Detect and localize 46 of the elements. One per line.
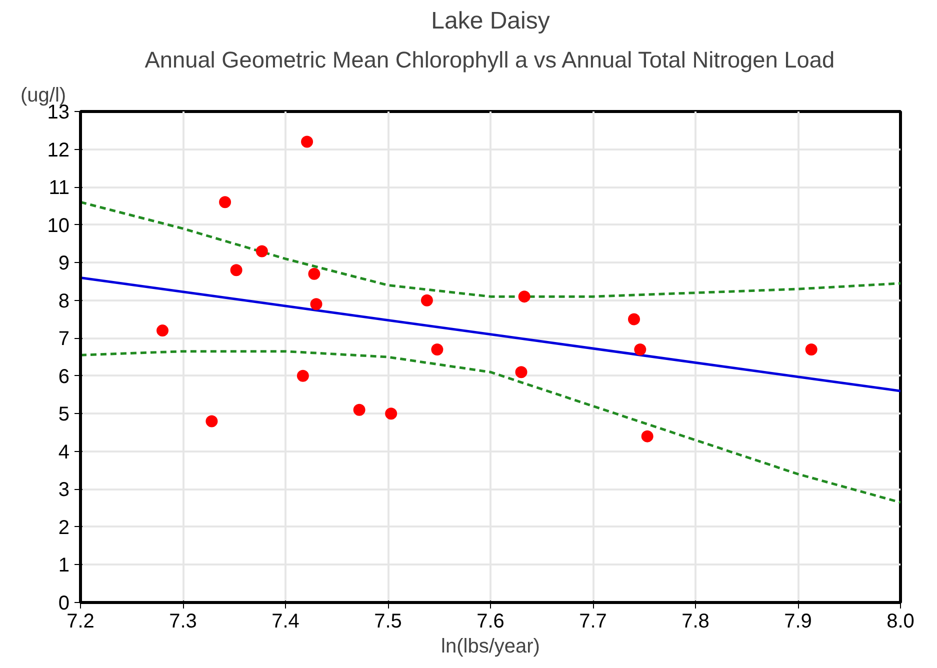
y-tick-label: 5 — [58, 404, 70, 426]
point — [431, 343, 444, 356]
x-tick-label: 8.0 — [886, 610, 914, 632]
point — [518, 290, 530, 303]
x-tick-label: 7.2 — [66, 610, 94, 632]
y-tick-label: 12 — [47, 139, 70, 162]
y-tick-label: 2 — [58, 516, 70, 539]
x-tick-label: 7.9 — [784, 610, 812, 632]
point — [156, 324, 168, 337]
point — [515, 366, 528, 378]
point — [420, 294, 433, 306]
point — [634, 343, 646, 356]
y-tick-label: 8 — [58, 290, 70, 312]
x-tick-label: 7.5 — [374, 610, 402, 632]
chart-subtitle: Annual Geometric Mean Chlorophyll a vs Annual Total Nitrogen Load — [144, 46, 835, 72]
point — [353, 404, 366, 416]
point — [256, 245, 268, 258]
line-series — [80, 200, 900, 298]
y-tick-label: 7 — [58, 328, 70, 350]
point — [219, 196, 232, 208]
y-tick-label: 1 — [58, 554, 70, 577]
point — [310, 298, 322, 310]
x-tick-label: 7.8 — [682, 610, 710, 632]
x-tick-label: 7.4 — [272, 610, 300, 632]
y-tick-label: 0 — [58, 592, 70, 614]
point — [206, 415, 218, 428]
point — [301, 136, 314, 148]
x-axis-title: ln(lbs/year) — [441, 636, 540, 658]
point — [628, 313, 640, 326]
point — [385, 408, 398, 420]
x-tick-label: 7.6 — [476, 610, 504, 632]
x-tick-label: 7.3 — [169, 610, 197, 632]
point — [308, 268, 320, 280]
y-tick-label: 10 — [47, 214, 70, 237]
y-tick-label: 3 — [58, 479, 70, 502]
point — [641, 430, 654, 442]
point — [805, 343, 818, 356]
line-series — [80, 350, 900, 504]
chart-title: Lake Daisy — [431, 8, 550, 34]
y-tick-label: 6 — [58, 366, 70, 388]
y-tick-label: 4 — [58, 441, 70, 464]
point — [296, 370, 309, 382]
y-tick-label: 9 — [58, 252, 70, 275]
point — [230, 264, 242, 276]
x-tick-label: 7.7 — [579, 610, 607, 632]
y-tick-label: 11 — [48, 177, 70, 200]
